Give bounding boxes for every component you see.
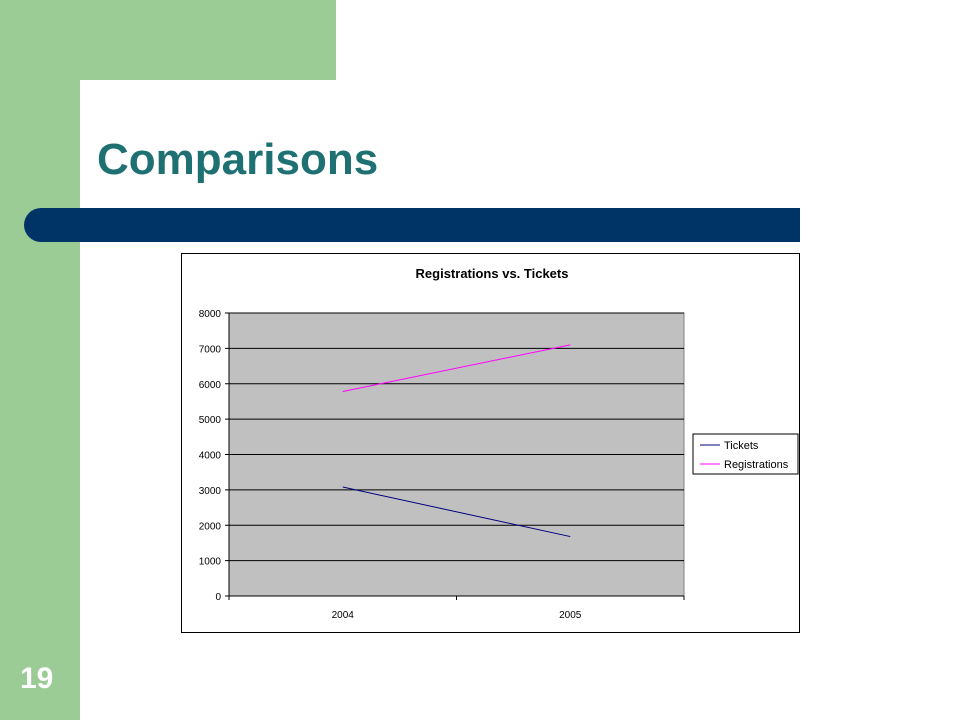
line-chart: Registrations vs. Tickets 0 1000 2000 3000 4…: [199, 266, 799, 621]
x-tick-label: 2005: [559, 610, 582, 621]
y-tick-label: 4000: [199, 451, 222, 462]
legend-box: [692, 433, 799, 475]
y-tick-label: 6000: [199, 380, 222, 391]
sidebar-band: [0, 0, 80, 720]
legend-label-registrations: Registrations: [724, 459, 789, 471]
y-tick-label: 3000: [199, 486, 222, 497]
chart-legend: Tickets Registrations: [692, 433, 799, 475]
chart-title: Registrations vs. Tickets: [416, 266, 569, 281]
chart-frame: Registrations vs. Tickets 0 1000 2000 3000 4…: [181, 253, 800, 633]
y-tick-label: 1000: [199, 557, 222, 568]
series-line-tickets: [342, 486, 571, 538]
x-tick-label: 2004: [332, 610, 355, 621]
title-underline-bar: [24, 208, 800, 242]
legend-label-tickets: Tickets: [724, 440, 759, 452]
y-tick-label: 2000: [199, 521, 222, 532]
y-tick-label: 5000: [199, 415, 222, 426]
y-tick-label: 0: [215, 592, 221, 603]
series-line-registrations: [342, 344, 571, 393]
slide-title: Comparisons: [97, 135, 379, 184]
y-tick-label: 8000: [199, 309, 222, 320]
top-accent-band: [80, 0, 336, 80]
content-corner: [80, 80, 120, 120]
slide-number: 19: [20, 662, 54, 695]
y-tick-label: 7000: [199, 344, 222, 355]
